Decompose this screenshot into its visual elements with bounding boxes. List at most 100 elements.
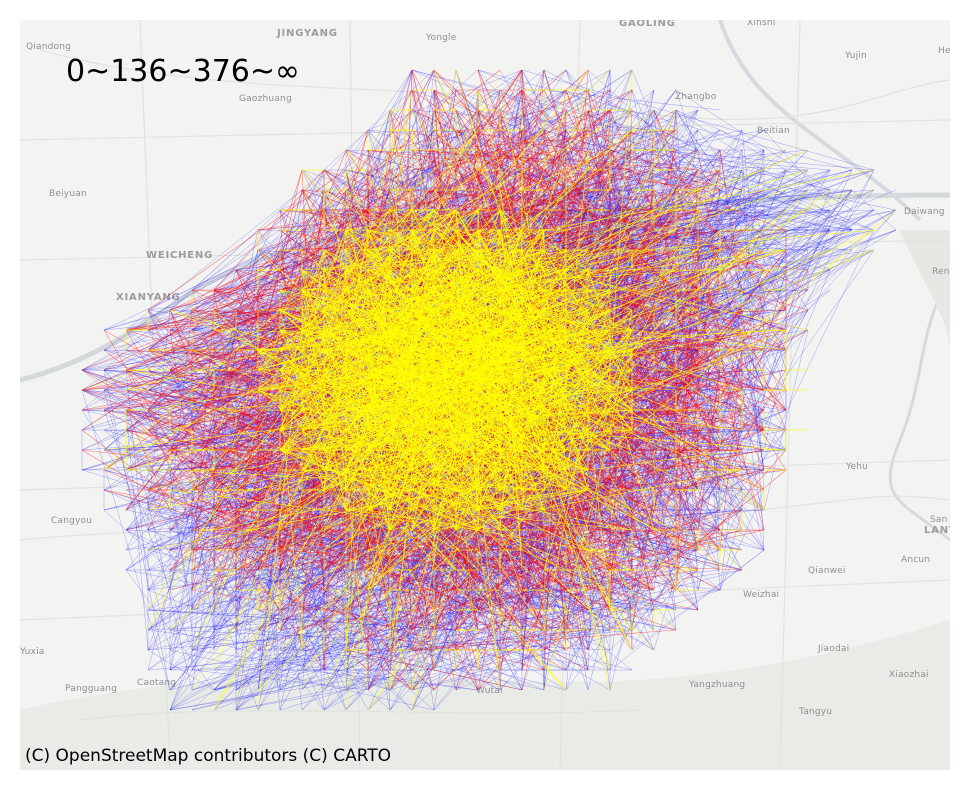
flow-low bbox=[323, 649, 391, 711]
flow-low bbox=[675, 89, 831, 191]
place-label-jiaodai: Jiaodai bbox=[818, 644, 850, 654]
terrain-hills bbox=[20, 620, 950, 770]
flow-low bbox=[653, 169, 853, 611]
flow-low bbox=[697, 169, 897, 211]
flow-low bbox=[147, 649, 215, 691]
flow-low bbox=[279, 649, 391, 691]
flow-low bbox=[741, 249, 809, 471]
flow-low bbox=[587, 69, 787, 251]
flow-low bbox=[675, 89, 743, 291]
flow-low bbox=[697, 449, 743, 511]
river-jinghe bbox=[718, 20, 922, 222]
flow-low bbox=[169, 509, 193, 531]
place-label-cangyou: Cangyou bbox=[51, 516, 93, 526]
place-label-pangguang: Pangguang bbox=[65, 684, 118, 694]
flow-low bbox=[235, 649, 567, 711]
flow-low bbox=[653, 149, 853, 231]
flow-low bbox=[763, 349, 787, 451]
flow-low bbox=[191, 269, 237, 291]
flow-low bbox=[763, 269, 787, 351]
flow-low bbox=[125, 369, 149, 591]
terrain-east bbox=[900, 230, 950, 350]
place-label-ancun: Ancun bbox=[901, 555, 931, 565]
flow-low bbox=[235, 549, 589, 691]
flow-low bbox=[741, 169, 787, 311]
place-label-zhangbo: Zhangbo bbox=[675, 92, 717, 102]
flow-low bbox=[763, 189, 875, 231]
flow-low bbox=[543, 129, 875, 231]
flow-low bbox=[609, 509, 699, 571]
flow-low bbox=[499, 649, 567, 671]
flow-mid bbox=[653, 109, 721, 331]
flow-low bbox=[587, 589, 611, 671]
flow-low bbox=[609, 249, 875, 631]
place-label-gaozhuang: Gaozhuang bbox=[239, 94, 292, 104]
flow-low bbox=[169, 669, 413, 711]
flow-low bbox=[169, 689, 281, 711]
flow-low bbox=[147, 489, 325, 711]
place-label-lant: LANT bbox=[924, 525, 950, 536]
flow-low bbox=[191, 489, 215, 631]
place-label-gaoling: GAOLING bbox=[619, 20, 676, 29]
flow-low bbox=[851, 189, 875, 211]
flow-low bbox=[719, 149, 765, 171]
flow-low bbox=[521, 69, 875, 171]
place-label-he: He bbox=[938, 46, 950, 56]
flow-low bbox=[213, 529, 677, 691]
flow-low bbox=[719, 489, 765, 591]
flow-low bbox=[147, 589, 303, 651]
flow-low bbox=[785, 189, 875, 291]
flow-low bbox=[697, 229, 853, 291]
place-label-yongle: Yongle bbox=[426, 33, 457, 43]
flow-low bbox=[103, 429, 281, 571]
flow-low bbox=[125, 189, 303, 331]
flow-low bbox=[169, 629, 391, 691]
flow-low bbox=[653, 349, 743, 651]
flow-low bbox=[191, 669, 369, 691]
place-label-xinshi: Xinshi bbox=[747, 20, 776, 28]
flow-low bbox=[675, 169, 787, 231]
place-label-weicheng: WEICHENG bbox=[146, 250, 214, 261]
place-label-tangyu: Tangyu bbox=[799, 707, 833, 717]
place-label-beiyuan: Beiyuan bbox=[49, 189, 87, 199]
place-label-daiwang: Daiwang bbox=[904, 207, 945, 217]
flow-low bbox=[763, 209, 831, 391]
place-label-jingyang: JINGYANG bbox=[277, 28, 338, 39]
place-label-yangzhuang: Yangzhuang bbox=[689, 680, 746, 690]
flow-low bbox=[125, 409, 193, 691]
map-canvas[interactable]: Qiandong JINGYANG Yongle GAOLING Xinshi Yujin… bbox=[20, 20, 950, 770]
flow-low bbox=[81, 389, 171, 691]
flow-low bbox=[543, 89, 721, 111]
place-label-yujin: Yujin bbox=[845, 51, 867, 61]
flow-low bbox=[477, 629, 567, 691]
place-label-qianwei: Qianwei bbox=[808, 566, 846, 576]
flow-low bbox=[763, 329, 809, 511]
flow-low bbox=[631, 549, 765, 651]
od-flow-layer bbox=[81, 69, 897, 711]
flow-low bbox=[411, 669, 501, 691]
flow-low bbox=[191, 529, 523, 691]
flow-low bbox=[191, 649, 479, 691]
place-label-beitian: Beitian bbox=[757, 126, 790, 136]
place-label-wutai: Wutai bbox=[476, 686, 503, 696]
flow-low bbox=[653, 489, 743, 551]
flow-low bbox=[763, 189, 853, 291]
place-label-qiandong: Qiandong bbox=[26, 42, 72, 52]
flow-low bbox=[411, 629, 633, 691]
place-label-yehu: Yehu bbox=[846, 462, 869, 472]
flow-low bbox=[873, 209, 897, 231]
place-label-xiaozhai: Xiaozhai bbox=[889, 670, 929, 680]
flow-low bbox=[499, 569, 699, 651]
flow-low bbox=[675, 109, 765, 151]
flow-low bbox=[103, 389, 171, 651]
flow-low bbox=[785, 309, 809, 351]
flow-mid bbox=[213, 169, 325, 291]
flow-low bbox=[169, 169, 325, 451]
flow-low bbox=[81, 409, 193, 591]
flow-low bbox=[169, 609, 413, 711]
flow-low bbox=[741, 169, 765, 551]
flow-low bbox=[191, 609, 479, 651]
place-label-ren: Ren bbox=[932, 267, 950, 277]
flow-low bbox=[741, 149, 765, 491]
flow-low bbox=[367, 209, 743, 231]
